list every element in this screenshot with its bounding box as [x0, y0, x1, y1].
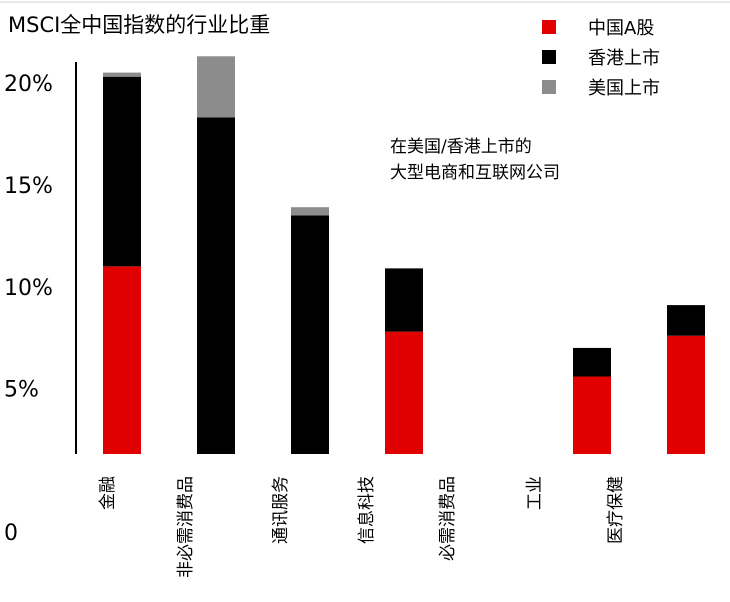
chart-title: MSCI全中国指数的行业比重 [8, 13, 270, 37]
bar-segment [291, 207, 329, 216]
y-tick-label: 20% [4, 72, 53, 97]
category-label: 必需消费品 [438, 476, 458, 561]
bar-segment [667, 305, 705, 336]
bar-segment [573, 376, 611, 454]
annotation-line-1: 在美国/香港上市的 [390, 137, 532, 157]
legend-label: 美国上市 [588, 78, 660, 99]
y-tick-label: 10% [4, 276, 53, 301]
bar-segment [667, 335, 705, 454]
bar-segment [385, 268, 423, 332]
y-tick-label: 15% [4, 174, 53, 199]
legend-label: 中国A股 [588, 18, 654, 39]
legend-swatch [542, 80, 556, 94]
category-labels: 金融 非必需消费品 通讯服务 信息科技 必需消费品 工业 医疗保健 [98, 476, 626, 578]
bar-segment [103, 266, 141, 454]
bar-segment [103, 76, 141, 267]
category-label: 金融 [98, 476, 118, 510]
bars [103, 56, 705, 455]
bar-segment [291, 215, 329, 454]
annotation-line-2: 大型电商和互联网公司 [390, 163, 560, 183]
legend-swatch [542, 50, 556, 64]
bar-segment [197, 117, 235, 455]
y-tick-label: 0 [4, 521, 18, 546]
category-label: 工业 [525, 476, 545, 510]
bar-segment [197, 56, 235, 118]
category-label: 非必需消费品 [176, 476, 196, 578]
legend-label: 香港上市 [588, 48, 660, 69]
category-label: 医疗保健 [606, 476, 626, 544]
category-label: 通讯服务 [271, 476, 291, 544]
bar-segment [385, 331, 423, 454]
bar-segment [573, 347, 611, 377]
y-tick-labels: 20% 15% 10% 5% 0 [4, 72, 53, 546]
bar-segment [103, 72, 141, 77]
legend-swatch [542, 20, 556, 34]
y-tick-label: 5% [4, 378, 39, 403]
category-label: 信息科技 [357, 476, 377, 544]
